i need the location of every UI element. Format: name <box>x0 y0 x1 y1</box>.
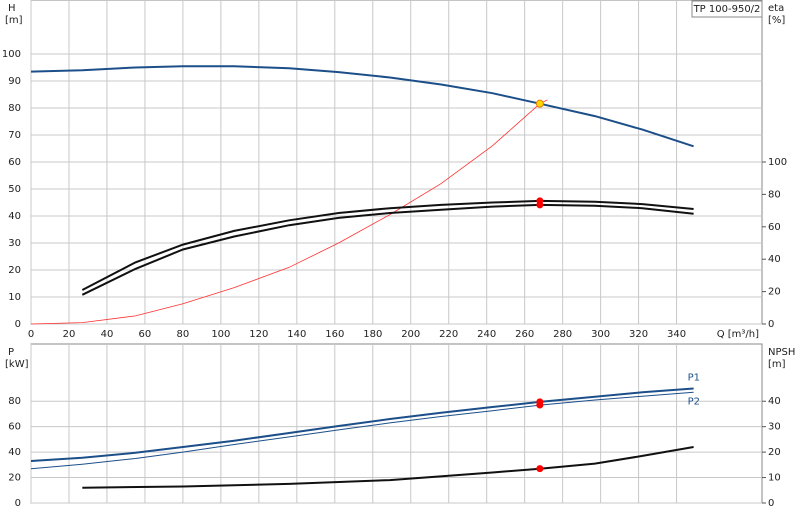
y2-tick-label: 80 <box>768 189 781 200</box>
x-tick-label: 240 <box>477 329 496 340</box>
x-tick-label: 280 <box>553 329 572 340</box>
curve <box>81 199 694 291</box>
y-tick-label: 60 <box>8 157 21 168</box>
operating-point <box>536 201 544 209</box>
y-tick-label: 80 <box>8 396 21 407</box>
curve <box>30 99 548 325</box>
y2-tick-label: 40 <box>768 254 781 265</box>
operating-point <box>536 465 544 473</box>
y-tick-label: 40 <box>8 447 21 458</box>
curve <box>82 446 694 489</box>
y2-tick-label: 30 <box>768 422 781 433</box>
y2-tick-label: 20 <box>768 447 781 458</box>
x-tick-label: 100 <box>211 329 230 340</box>
y2-axis-unit: [%] <box>768 15 785 26</box>
y2-axis-label: eta <box>768 3 784 14</box>
y-tick-label: 80 <box>8 103 21 114</box>
series-label: P2 <box>688 396 700 407</box>
curve <box>30 391 694 470</box>
x-tick-label: 20 <box>63 329 76 340</box>
operating-point <box>536 401 544 409</box>
chart-title: TP 100-950/2 <box>693 4 761 15</box>
y-tick-label: 20 <box>8 473 21 484</box>
y-tick-label: 0 <box>15 319 21 330</box>
x-tick-label: 60 <box>139 329 152 340</box>
y2-tick-label: 20 <box>768 287 781 298</box>
series-label: P1 <box>688 373 700 384</box>
y-axis-label: P <box>8 347 14 358</box>
y-tick-label: 50 <box>8 184 21 195</box>
x-tick-label: 120 <box>249 329 268 340</box>
curve <box>30 65 694 148</box>
title-box <box>691 0 763 18</box>
y-tick-label: 30 <box>8 238 21 249</box>
y2-tick-label: 0 <box>768 498 774 509</box>
x-tick-label: 40 <box>101 329 114 340</box>
y-tick-label: 90 <box>8 76 21 87</box>
x-axis-label: Q [m³/h] <box>717 329 759 340</box>
curve <box>30 387 694 462</box>
x-tick-label: 340 <box>667 329 686 340</box>
y2-tick-label: 0 <box>768 319 774 330</box>
y-axis-label: H <box>8 3 16 14</box>
x-tick-label: 260 <box>515 329 534 340</box>
y2-tick-label: 100 <box>768 157 787 168</box>
y-axis-unit: [kW] <box>5 359 29 370</box>
y2-tick-label: 40 <box>768 396 781 407</box>
y-tick-label: 20 <box>8 265 21 276</box>
x-tick-label: 220 <box>439 329 458 340</box>
y2-tick-label: 10 <box>768 473 781 484</box>
y-tick-label: 100 <box>2 49 21 60</box>
y-tick-label: 10 <box>8 292 21 303</box>
x-tick-label: 80 <box>177 329 190 340</box>
x-tick-label: 160 <box>325 329 344 340</box>
x-tick-label: 140 <box>287 329 306 340</box>
x-tick-label: 320 <box>629 329 648 340</box>
x-tick-label: 180 <box>363 329 382 340</box>
y-tick-label: 40 <box>8 211 21 222</box>
y-tick-label: 60 <box>8 422 21 433</box>
y2-tick-label: 60 <box>768 222 781 233</box>
y-axis-unit: [m] <box>5 15 23 26</box>
y-tick-label: 70 <box>8 130 21 141</box>
y2-axis-label: NPSH <box>768 347 795 358</box>
curve <box>81 203 694 296</box>
operating-point <box>535 99 544 108</box>
x-tick-label: 0 <box>28 329 34 340</box>
y2-axis-unit: [m] <box>768 359 786 370</box>
x-tick-label: 300 <box>591 329 610 340</box>
x-tick-label: 200 <box>401 329 420 340</box>
y-tick-label: 0 <box>15 498 21 509</box>
